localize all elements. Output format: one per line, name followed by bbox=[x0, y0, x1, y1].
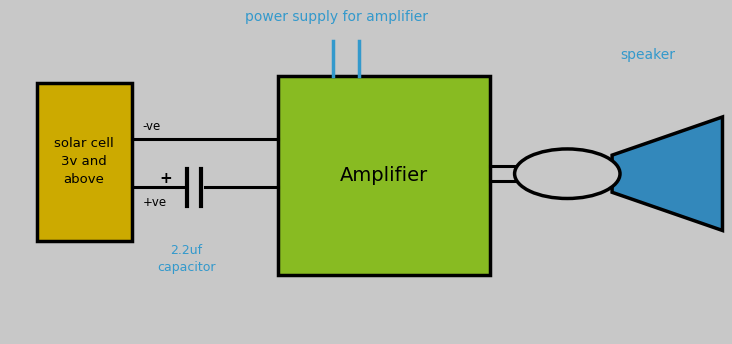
Bar bbox=[37, 83, 132, 241]
Text: +: + bbox=[160, 171, 173, 186]
Text: -ve: -ve bbox=[143, 120, 161, 133]
Text: 2.2uf
capacitor: 2.2uf capacitor bbox=[157, 244, 216, 274]
Bar bbox=[278, 76, 490, 275]
Text: power supply for amplifier: power supply for amplifier bbox=[245, 10, 428, 24]
Circle shape bbox=[515, 149, 620, 198]
Text: Amplifier: Amplifier bbox=[340, 166, 428, 185]
Polygon shape bbox=[612, 117, 722, 230]
Text: solar cell
3v and
above: solar cell 3v and above bbox=[54, 137, 114, 186]
Text: speaker: speaker bbox=[620, 48, 676, 62]
Text: +ve: +ve bbox=[143, 196, 167, 209]
